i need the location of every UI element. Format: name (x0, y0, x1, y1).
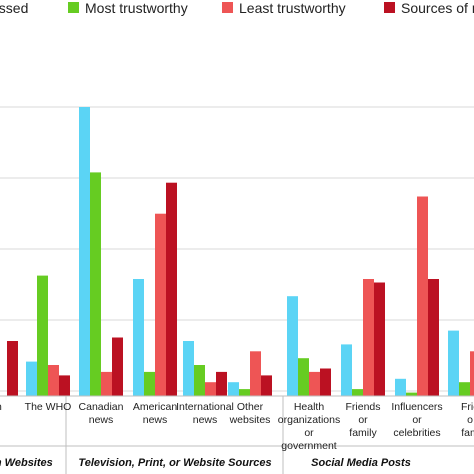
bar (166, 182, 177, 396)
bar (309, 371, 320, 396)
bar (261, 375, 272, 396)
bar (7, 341, 18, 396)
category-label: The WHO (25, 401, 72, 413)
bar (374, 282, 385, 396)
bar (144, 371, 155, 396)
group-label: Social Media Posts (311, 457, 411, 469)
bar (459, 382, 470, 396)
category-label: Other websites (229, 401, 271, 426)
bar (112, 337, 123, 396)
group-label: Television, Print, or Website Sources (78, 457, 271, 469)
bar (228, 382, 239, 396)
category-label: Health organizations or government (278, 401, 340, 452)
bar (287, 296, 298, 396)
bar (448, 330, 459, 396)
bar (320, 368, 331, 396)
legend: ccessed Most trustworthy Least trustworthy… (0, 0, 474, 16)
x-axis (0, 395, 474, 474)
bar (133, 279, 144, 396)
legend-label: Least trustworthy (239, 0, 346, 16)
legend-swatch (68, 2, 79, 13)
bar (194, 365, 205, 396)
bar (406, 392, 417, 396)
legend-swatch (222, 2, 233, 13)
bar (352, 389, 363, 396)
bar (395, 378, 406, 396)
category-label: Friends or family (345, 401, 380, 439)
bar (37, 275, 48, 396)
legend-label: Sources of m (401, 0, 474, 16)
bar (298, 358, 309, 396)
category-label: Canadian news (79, 401, 124, 426)
legend-label: ccessed (0, 0, 28, 16)
bar (155, 213, 166, 396)
bar (341, 344, 352, 396)
bar (216, 371, 227, 396)
bar (363, 279, 374, 396)
category-label: Frieofam (461, 401, 474, 439)
bar (428, 279, 439, 396)
bar (205, 382, 216, 396)
category-label: Influencers or celebrities (391, 401, 442, 439)
bar (417, 196, 428, 396)
bar (79, 107, 90, 396)
bar (239, 389, 250, 396)
bar (470, 351, 474, 396)
category-label: American news (133, 401, 178, 426)
bar (48, 365, 59, 396)
legend-swatch (384, 2, 395, 13)
bar (90, 172, 101, 396)
bar (59, 375, 70, 396)
gridlines (0, 106, 474, 392)
group-labels: th Websites Television, Print, or Website… (0, 457, 411, 469)
category-label: International news (176, 401, 234, 426)
legend-label: Most trustworthy (85, 0, 188, 16)
bar (250, 351, 261, 396)
bar (183, 341, 194, 396)
group-label: th Websites (0, 457, 53, 469)
bar (101, 371, 112, 396)
bar (26, 361, 37, 396)
category-label: an (0, 401, 2, 413)
bars (7, 107, 474, 396)
